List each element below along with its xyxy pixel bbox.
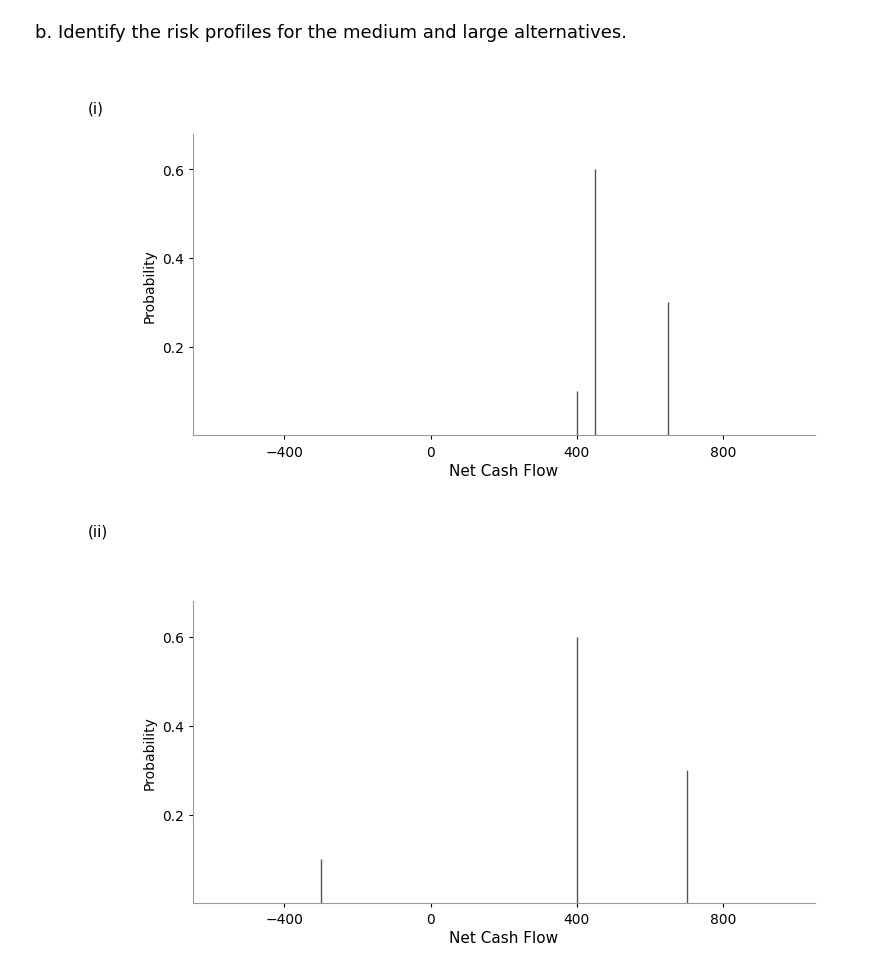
X-axis label: Net Cash Flow: Net Cash Flow [449, 930, 558, 946]
Y-axis label: Probability: Probability [142, 248, 156, 322]
X-axis label: Net Cash Flow: Net Cash Flow [449, 463, 558, 479]
Text: (i): (i) [88, 101, 103, 116]
Text: b. Identify the risk profiles for the medium and large alternatives.: b. Identify the risk profiles for the me… [35, 24, 627, 42]
Y-axis label: Probability: Probability [142, 716, 156, 790]
Text: (ii): (ii) [88, 524, 108, 539]
